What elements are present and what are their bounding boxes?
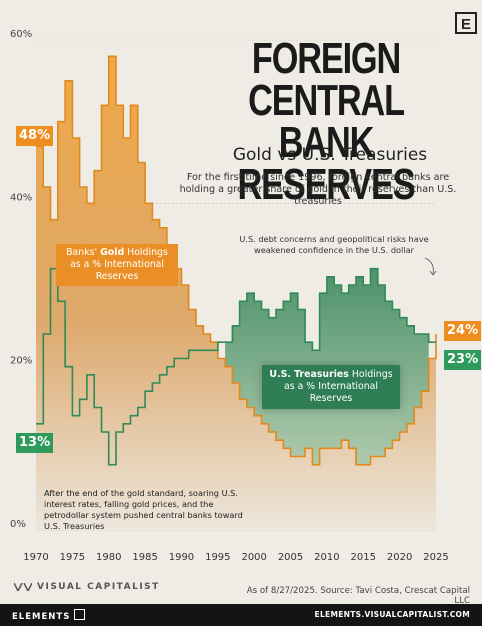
x-tick-label: 1985 bbox=[132, 552, 157, 563]
x-tick-label: 2020 bbox=[387, 552, 412, 563]
y-axis-ticks: 0% 20% 40% 60% bbox=[10, 29, 32, 530]
treasury-label-post: Holdings as a % International Reserves bbox=[283, 369, 393, 404]
gold-label-pre: Banks' bbox=[66, 247, 101, 258]
gold-label-post: Holdings as a % International Reserves bbox=[69, 247, 168, 282]
annotation-bottom: After the end of the gold standard, soar… bbox=[44, 488, 243, 531]
gold-start-badge: 48% bbox=[16, 126, 54, 146]
gold-end-badge: 24% bbox=[444, 321, 482, 341]
y-tick-label: 60% bbox=[10, 29, 32, 40]
gold-label-bold: Gold bbox=[100, 247, 125, 258]
arrow-icon bbox=[424, 257, 434, 275]
treasury-end-badge: 23% bbox=[444, 350, 482, 370]
x-tick-label: 1970 bbox=[23, 552, 48, 563]
y-tick-label: 0% bbox=[10, 519, 26, 530]
footer-url[interactable]: ELEMENTS.VISUALCAPITALIST.COM bbox=[314, 610, 470, 619]
source-note: As of 8/27/2025. Source: Tavi Costa, Cre… bbox=[246, 586, 470, 606]
treasury-start-badge: 13% bbox=[16, 433, 54, 453]
title-line-2: BANK RESERVES bbox=[237, 118, 416, 209]
x-axis-ticks: 1970 1975 1980 1985 1990 1995 2000 2005 2010 2015… bbox=[23, 552, 448, 563]
vc-mark-icon bbox=[14, 582, 32, 591]
x-tick-label: 2015 bbox=[351, 552, 376, 563]
visual-capitalist-logo: VISUAL CAPITALIST bbox=[14, 582, 160, 592]
title-line-1: FOREIGN CENTRAL bbox=[248, 34, 405, 125]
treasury-series-label: U.S. Treasuries Holdings as a % Internat… bbox=[262, 365, 400, 409]
footer-left-text: ELEMENTS bbox=[12, 612, 71, 622]
gold-area bbox=[36, 56, 436, 531]
footer-bar: ELEMENTS ELEMENTS.VISUALCAPITALIST.COM bbox=[0, 604, 482, 626]
treasury-series-line bbox=[36, 267, 436, 466]
y-tick-label: 40% bbox=[10, 192, 32, 203]
x-tick-label: 1990 bbox=[169, 552, 194, 563]
x-tick-label: 1980 bbox=[96, 552, 121, 563]
chart-subtitle: Gold vs U.S. Treasuries bbox=[232, 145, 428, 165]
elements-square-icon bbox=[74, 609, 86, 620]
x-tick-label: 1975 bbox=[60, 552, 85, 563]
x-tick-label: 2005 bbox=[278, 552, 303, 563]
x-tick-label: 2000 bbox=[241, 552, 266, 563]
x-tick-label: 2025 bbox=[423, 552, 448, 563]
annotation-right: U.S. debt concerns and geopolitical risk… bbox=[239, 234, 429, 255]
chart-title: FOREIGN CENTRAL BANK RESERVES bbox=[212, 34, 440, 209]
gold-series-line bbox=[36, 55, 437, 466]
gold-series-label: Banks' Gold Holdings as a % Internationa… bbox=[56, 244, 178, 286]
arrow-head-icon bbox=[429, 270, 437, 276]
footer-left: ELEMENTS bbox=[12, 609, 86, 622]
vc-logo-text: VISUAL CAPITALIST bbox=[37, 582, 160, 592]
chart-description: For the first time since 1996, foreign c… bbox=[179, 172, 457, 207]
treasury-label-bold: U.S. Treasuries bbox=[269, 369, 349, 380]
y-tick-label: 20% bbox=[10, 356, 32, 367]
x-tick-label: 2010 bbox=[314, 552, 339, 563]
brand-logo: E bbox=[455, 12, 477, 34]
x-tick-label: 1995 bbox=[205, 552, 230, 563]
